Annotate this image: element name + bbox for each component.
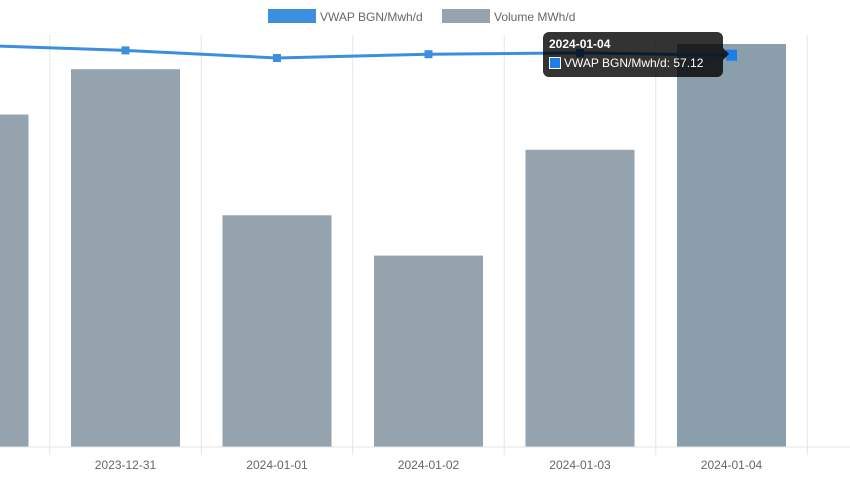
legend-label-volume[interactable]: Volume MWh/d	[494, 10, 575, 24]
tooltip: 2024-01-04 VWAP BGN/Mwh/d: 57.12	[543, 32, 729, 77]
tooltip-title: 2024-01-04	[549, 37, 611, 51]
x-axis: 302023-12-312024-01-012024-01-022024-01-…	[0, 446, 850, 472]
legend-swatch-volume[interactable]	[442, 9, 490, 23]
bar-volume[interactable]	[71, 69, 180, 447]
bars-volume	[0, 44, 786, 448]
legend-label-vwap[interactable]: VWAP BGN/Mwh/d	[320, 10, 423, 24]
bar-volume[interactable]	[677, 44, 786, 447]
legend-swatch-vwap[interactable]	[268, 9, 316, 23]
x-tick-label: 2023-12-31	[95, 458, 157, 472]
tooltip-row: VWAP BGN/Mwh/d: 57.12	[549, 56, 717, 70]
bar-volume[interactable]	[222, 215, 332, 447]
tooltip-swatch	[549, 57, 561, 69]
gridlines	[49, 35, 808, 455]
x-tick-label: 2024-01-02	[398, 458, 460, 472]
vwap-point[interactable]	[424, 50, 433, 59]
tooltip-value: VWAP BGN/Mwh/d: 57.12	[564, 56, 704, 70]
bar-volume[interactable]	[525, 149, 635, 447]
vwap-point[interactable]	[121, 46, 130, 55]
x-tick-label: 2024-01-04	[701, 458, 763, 472]
vwap-point[interactable]	[726, 49, 737, 61]
tooltip-caret	[723, 48, 729, 60]
x-tick-label: 2024-01-03	[549, 458, 611, 472]
x-tick-label: 2024-01-01	[246, 458, 308, 472]
bar-volume[interactable]	[0, 114, 29, 448]
bar-volume[interactable]	[374, 255, 483, 447]
legend: VWAP BGN/Mwh/d Volume MWh/d	[268, 9, 575, 24]
vwap-point[interactable]	[273, 54, 281, 63]
